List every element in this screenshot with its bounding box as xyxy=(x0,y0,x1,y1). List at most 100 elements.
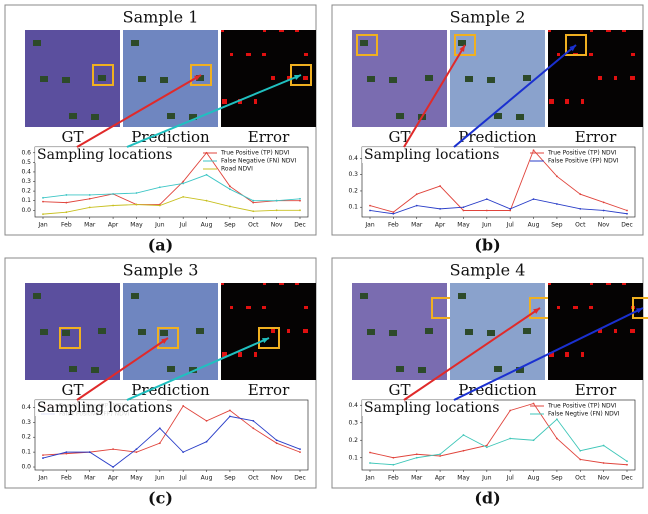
x-tick-label: Aug xyxy=(201,475,213,482)
x-tick-label: Mar xyxy=(411,475,423,482)
point xyxy=(229,188,231,190)
x-tick-label: Jul xyxy=(506,222,515,229)
image-label: Prediction xyxy=(131,128,210,146)
point xyxy=(603,445,605,447)
x-tick-label: Aug xyxy=(528,222,540,229)
point xyxy=(229,206,231,208)
image-patch xyxy=(487,77,495,83)
point xyxy=(416,453,418,455)
figure: Sample 1GTPredictionError0.00.10.20.30.4… xyxy=(0,0,648,514)
point xyxy=(206,420,208,422)
x-tick-label: Jul xyxy=(179,222,188,229)
x-tick-label: Sep xyxy=(551,222,563,229)
panel-title: Sample 4 xyxy=(450,261,526,280)
point xyxy=(626,210,628,212)
x-tick-label: Jun xyxy=(154,222,165,229)
y-tick-label: 0.5 xyxy=(21,159,31,166)
x-tick-label: Nov xyxy=(598,475,610,482)
image-label: Error xyxy=(248,128,290,146)
legend-label: False Positive (FP) NDVI xyxy=(548,158,619,165)
x-tick-label: Sep xyxy=(224,475,236,482)
x-tick-label: Aug xyxy=(201,222,213,229)
y-tick-label: 0.0 xyxy=(21,464,31,471)
error-pixel xyxy=(622,30,626,32)
x-tick-label: May xyxy=(130,222,143,229)
point xyxy=(42,454,44,456)
image-patch xyxy=(523,75,531,81)
point xyxy=(252,202,254,204)
point xyxy=(533,149,535,151)
x-tick-label: Apr xyxy=(108,222,119,229)
point xyxy=(556,418,558,420)
x-tick-label: Feb xyxy=(388,475,399,482)
y-tick-label: 0.4 xyxy=(348,155,358,162)
y-tick-label: 0.3 xyxy=(348,171,358,178)
point xyxy=(509,210,511,212)
image-patch xyxy=(516,114,524,120)
point xyxy=(182,196,184,198)
image xyxy=(221,283,316,380)
point xyxy=(159,442,161,444)
error-pixel xyxy=(287,329,290,333)
x-tick-label: Nov xyxy=(271,475,283,482)
error-pixel xyxy=(606,283,611,285)
point xyxy=(439,208,441,210)
image-patch xyxy=(196,328,204,334)
point xyxy=(579,459,581,461)
error-pixel xyxy=(230,306,233,309)
point xyxy=(276,439,278,441)
point xyxy=(159,205,161,207)
error-pixel xyxy=(221,30,224,32)
error-pixel xyxy=(262,306,266,309)
point xyxy=(65,202,67,204)
point xyxy=(229,410,231,412)
x-tick-label: Oct xyxy=(575,475,586,482)
error-pixel xyxy=(271,329,275,333)
x-tick-label: Dec xyxy=(621,222,633,229)
image-label: Prediction xyxy=(458,128,537,146)
x-tick-label: May xyxy=(130,475,143,482)
y-tick-label: 0.2 xyxy=(348,187,358,194)
error-pixel xyxy=(590,283,593,285)
error-pixel xyxy=(222,99,227,104)
legend-label: True Positive (TP) NDVI xyxy=(547,150,617,157)
x-tick-label: Feb xyxy=(61,222,72,229)
x-tick-label: Oct xyxy=(575,222,586,229)
y-tick-label: 0.2 xyxy=(21,188,31,195)
error-pixel xyxy=(304,53,308,56)
y-tick-label: 0.3 xyxy=(21,419,31,426)
x-tick-label: Oct xyxy=(248,222,259,229)
annotation: Sampling locations xyxy=(37,400,172,416)
point xyxy=(65,211,67,213)
point xyxy=(486,210,488,212)
image-patch xyxy=(360,293,368,299)
error-pixel xyxy=(303,329,308,333)
x-tick-label: May xyxy=(457,475,470,482)
point xyxy=(369,205,371,207)
point xyxy=(276,209,278,211)
error-pixel xyxy=(548,30,551,32)
error-pixel xyxy=(631,53,635,56)
point xyxy=(252,210,254,212)
image-patch xyxy=(160,77,168,83)
annotation: Sampling locations xyxy=(37,147,172,163)
point xyxy=(463,450,465,452)
x-tick-label: Jun xyxy=(481,475,492,482)
point xyxy=(509,410,511,412)
image-patch xyxy=(523,328,531,334)
x-tick-label: Nov xyxy=(271,222,283,229)
image xyxy=(221,30,316,127)
x-tick-label: Jun xyxy=(154,475,165,482)
error-pixel xyxy=(614,76,617,80)
panel-label: (d) xyxy=(474,489,500,508)
error-pixel xyxy=(271,76,275,80)
image-patch xyxy=(396,366,404,372)
point xyxy=(276,442,278,444)
x-tick-label: Jan xyxy=(37,222,47,229)
point xyxy=(229,415,231,417)
x-tick-label: Aug xyxy=(528,475,540,482)
x-tick-label: Jan xyxy=(37,475,47,482)
point xyxy=(182,181,184,183)
legend-label: True Positive (TP) NDVI xyxy=(220,150,290,157)
y-tick-label: 0.2 xyxy=(21,434,31,441)
